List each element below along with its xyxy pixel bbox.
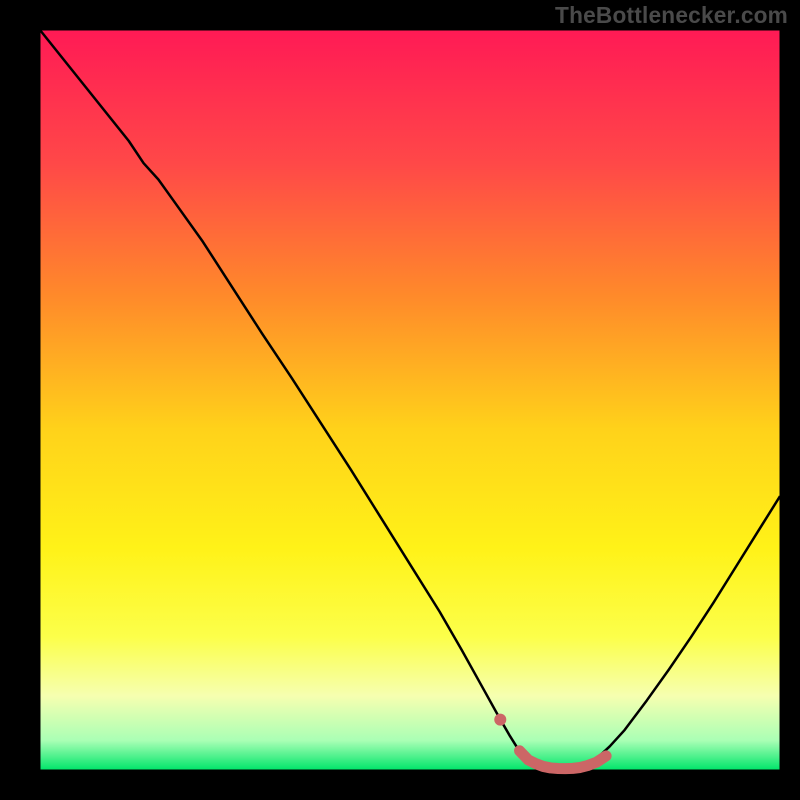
chart-svg <box>0 0 800 800</box>
attribution-label: TheBottlenecker.com <box>555 2 788 29</box>
chart-stage: TheBottlenecker.com <box>0 0 800 800</box>
highlight-dot <box>494 714 506 726</box>
plot-background <box>40 30 780 770</box>
